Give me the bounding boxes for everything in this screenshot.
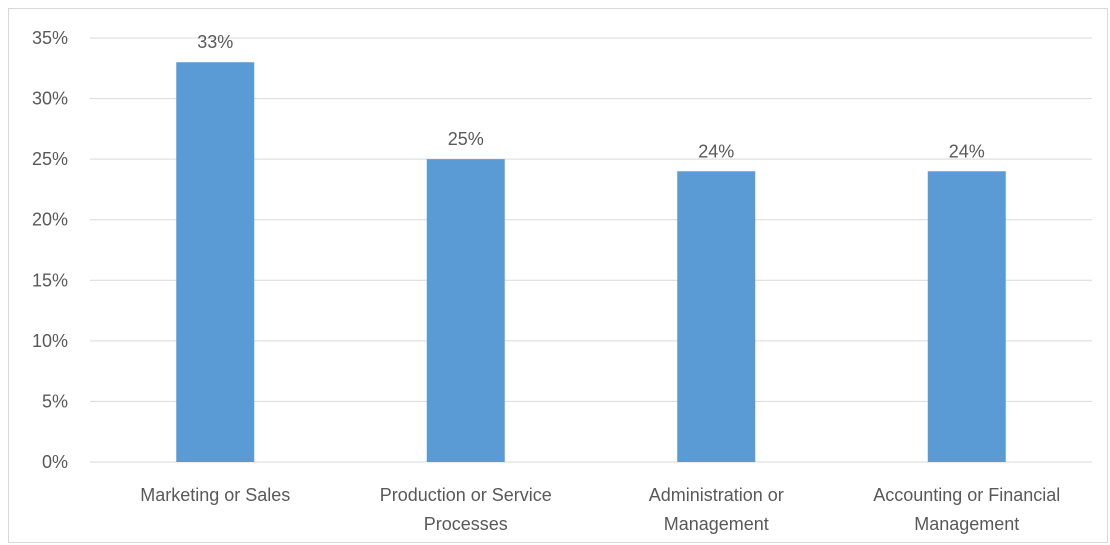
- category-label-line: Administration or: [649, 485, 784, 505]
- category-label: Production or Service Processes: [380, 485, 552, 534]
- bar: [176, 62, 255, 462]
- y-axis-tick-labels: 0% 5% 10% 15% 20% 25% 30% 35%: [32, 28, 68, 472]
- y-tick-label: 15%: [32, 270, 68, 290]
- bar: [426, 159, 505, 462]
- category-label: Marketing or Sales: [140, 485, 290, 505]
- category-label: Accounting or Financial Management: [873, 485, 1060, 534]
- y-tick-label: 5%: [42, 391, 68, 411]
- category-label-line: Processes: [424, 514, 508, 534]
- category-label-line: Marketing or Sales: [140, 485, 290, 505]
- y-tick-label: 20%: [32, 210, 68, 230]
- category-label-line: Accounting or Financial: [873, 485, 1060, 505]
- bars: [176, 62, 1006, 462]
- data-label: 25%: [448, 129, 484, 149]
- y-tick-label: 25%: [32, 149, 68, 169]
- data-label: 24%: [949, 141, 985, 161]
- data-label: 33%: [197, 32, 233, 52]
- bar: [927, 171, 1006, 462]
- y-tick-label: 30%: [32, 89, 68, 109]
- bar: [677, 171, 756, 462]
- category-label-line: Management: [664, 514, 769, 534]
- category-label-line: Production or Service: [380, 485, 552, 505]
- gridlines: [90, 37, 1092, 463]
- category-label-line: Management: [914, 514, 1019, 534]
- data-label: 24%: [698, 141, 734, 161]
- category-label: Administration or Management: [649, 485, 784, 534]
- y-tick-label: 0%: [42, 452, 68, 472]
- y-tick-label: 35%: [32, 28, 68, 48]
- data-labels: 33% 25% 24% 24%: [197, 32, 985, 161]
- y-tick-label: 10%: [32, 331, 68, 351]
- x-axis-category-labels: Marketing or Sales Production or Service P…: [140, 485, 1060, 534]
